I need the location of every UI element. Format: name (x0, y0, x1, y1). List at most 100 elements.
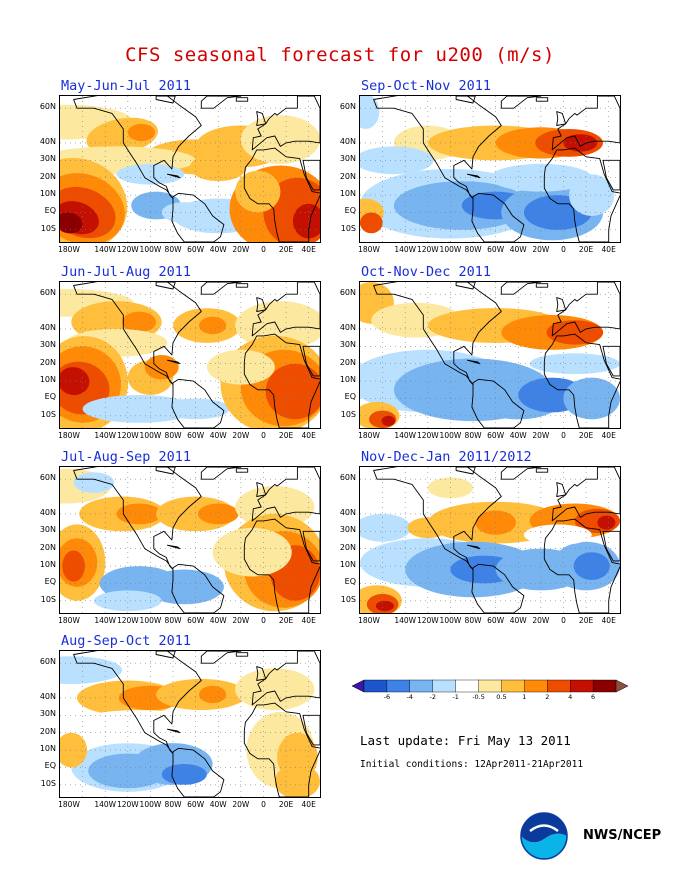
lon-tick-label: 180W (58, 800, 80, 809)
coastlines (373, 282, 620, 428)
contour-region (144, 355, 179, 380)
lat-tick-label: 40N (39, 691, 56, 701)
contour-region (360, 212, 383, 234)
lat-tick-label: 30N (39, 525, 56, 535)
lat-tick-label: 10N (39, 375, 56, 385)
lat-tick-label: 60N (39, 102, 56, 112)
lat-tick-label: 40N (39, 507, 56, 517)
lat-tick-label: 20N (39, 171, 56, 181)
lon-tick-label: 120W (116, 431, 139, 440)
contour-region (161, 398, 230, 420)
lon-tick-label: 120W (116, 245, 139, 254)
lon-tick-label: 100W (139, 245, 162, 254)
lon-tick-label: 40W (509, 245, 527, 254)
lon-tick-label: 20W (232, 431, 250, 440)
lat-tick-label: 40N (339, 136, 356, 146)
lat-tick-label: 30N (39, 709, 56, 719)
contour-region (292, 203, 320, 239)
lat-tick-label: 20N (339, 542, 356, 552)
lon-tick-label: 180W (358, 245, 380, 254)
panel-title: May-Jun-Jul 2011 (61, 78, 192, 94)
colorbar-tick-label: 4 (568, 693, 573, 701)
forecast-map-panel (359, 281, 621, 429)
lon-tick-label: 140W (94, 431, 117, 440)
lon-tick-label: 120W (416, 616, 439, 625)
map-svg (60, 282, 320, 428)
lat-tick-label: EQ (44, 206, 56, 216)
lat-tick-label: EQ (344, 206, 356, 216)
noaa-logo-icon (520, 812, 568, 860)
colorbar-tick-label: -6 (383, 693, 391, 701)
colorbar-arrow-right (615, 679, 629, 693)
colorbar-tick-label: -1 (452, 693, 459, 701)
lon-tick-label: 40W (209, 800, 227, 809)
contour-region (381, 415, 396, 427)
contour-region (139, 710, 253, 738)
contour-region (60, 212, 83, 234)
lon-tick-label: 20E (578, 431, 594, 440)
lon-tick-label: 40E (601, 431, 616, 440)
lon-tick-label: 0 (561, 431, 566, 440)
lon-tick-label: 20W (232, 800, 250, 809)
map-svg (360, 96, 620, 242)
contour-region (73, 472, 115, 493)
lon-tick-label: 0 (561, 245, 566, 254)
lat-tick-label: 10N (339, 560, 356, 570)
coastlines (73, 282, 320, 428)
contour-region (62, 550, 85, 582)
lon-tick-label: 40E (301, 800, 316, 809)
lon-tick-label: 20E (578, 245, 594, 254)
colorbar-segment (547, 679, 571, 693)
colorbar-segment (569, 679, 594, 693)
forecast-map-panel (59, 281, 321, 429)
lon-tick-label: 0 (261, 616, 266, 625)
map-svg (60, 467, 320, 613)
lat-tick-label: 10N (39, 744, 56, 754)
colorbar-segment (524, 679, 548, 693)
lat-tick-label: 10S (40, 223, 56, 233)
lon-tick-label: 60W (487, 431, 505, 440)
contour-region (563, 377, 620, 420)
lon-tick-label: 40W (209, 431, 227, 440)
map-svg (60, 96, 320, 242)
field-contours (360, 477, 620, 613)
lon-tick-label: 40W (209, 616, 227, 625)
contour-region (235, 301, 320, 350)
coastlines (373, 96, 620, 242)
lat-tick-label: 40N (39, 136, 56, 146)
lon-tick-label: 40E (601, 245, 616, 254)
lon-tick-label: 20E (278, 800, 294, 809)
lon-tick-label: 140W (394, 245, 417, 254)
contour-region (60, 732, 88, 768)
lon-tick-label: 20E (278, 616, 294, 625)
contour-region (240, 115, 320, 164)
lon-tick-label: 100W (439, 431, 462, 440)
contour-region (360, 96, 380, 129)
lon-tick-label: 0 (261, 245, 266, 254)
lon-tick-label: 80W (164, 245, 182, 254)
lon-tick-label: 20E (578, 616, 594, 625)
lat-tick-label: 60N (39, 473, 56, 483)
lat-tick-label: 10S (40, 778, 56, 788)
lon-tick-label: 120W (116, 800, 139, 809)
lat-tick-label: 60N (39, 657, 56, 667)
lat-tick-label: 10N (39, 189, 56, 199)
lat-tick-label: 40N (39, 322, 56, 332)
contour-region (597, 515, 616, 530)
lon-tick-label: 20E (278, 245, 294, 254)
contour-region (60, 367, 90, 396)
colorbar-arrow-left (351, 679, 365, 693)
lon-tick-label: 100W (439, 245, 462, 254)
lat-tick-label: 30N (339, 525, 356, 535)
lon-tick-label: 140W (94, 616, 117, 625)
agency-label: NWS/NCEP (583, 828, 662, 843)
contour-region (573, 552, 610, 580)
lon-tick-label: 80W (164, 800, 182, 809)
lon-tick-label: 60W (487, 245, 505, 254)
lat-tick-label: 30N (39, 340, 56, 350)
lon-tick-label: 80W (464, 616, 482, 625)
panel-title: Nov-Dec-Jan 2011/2012 (361, 449, 532, 465)
lat-tick-label: 10N (339, 189, 356, 199)
lat-tick-label: 10S (340, 594, 356, 604)
field-contours (60, 656, 320, 797)
